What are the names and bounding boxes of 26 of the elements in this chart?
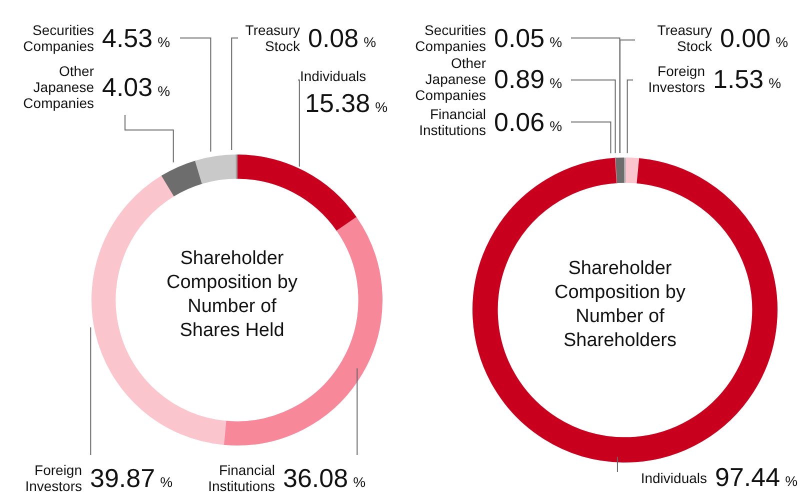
- text: 0.00 %: [720, 22, 788, 52]
- slice-label: Other Japanese Companies: [22, 63, 94, 111]
- data-label: 0.06 %: [494, 106, 562, 136]
- text: Shareholder Composition by Number of Shares Held: [166, 247, 298, 343]
- data-label: 0.89 %: [494, 64, 562, 94]
- data-label: 4.03 %: [102, 72, 170, 102]
- slice-label: Treasury Stock: [244, 22, 300, 54]
- data-label: 4.53 %: [102, 22, 170, 52]
- slice-label: Securities Companies: [414, 22, 486, 54]
- slice-label: Individuals: [640, 470, 707, 486]
- slice-label: Financial Institutions: [418, 106, 486, 138]
- slice-label: Foreign Investors: [24, 462, 82, 494]
- slice-label: Financial Institutions: [207, 462, 275, 494]
- slice-label: Securities Companies: [22, 22, 94, 54]
- data-label: 39.87 %: [90, 462, 173, 492]
- data-label: 15.38 %: [305, 88, 388, 118]
- data-label: 36.08 %: [283, 462, 366, 492]
- slice-label: Foreign Investors: [647, 63, 705, 95]
- slice-label: Individuals: [300, 68, 366, 84]
- data-label: 1.53 %: [713, 64, 782, 94]
- data-label: 0.05 %: [494, 22, 562, 52]
- data-label: 0.08 %: [308, 22, 376, 52]
- data-label: 97.44 %: [715, 462, 798, 492]
- category-label: Treasury Stock: [657, 22, 712, 54]
- slice-label: Other Japanese Companies: [414, 55, 486, 103]
- text: Shareholder Composition by Number of Shareholders: [554, 257, 686, 353]
